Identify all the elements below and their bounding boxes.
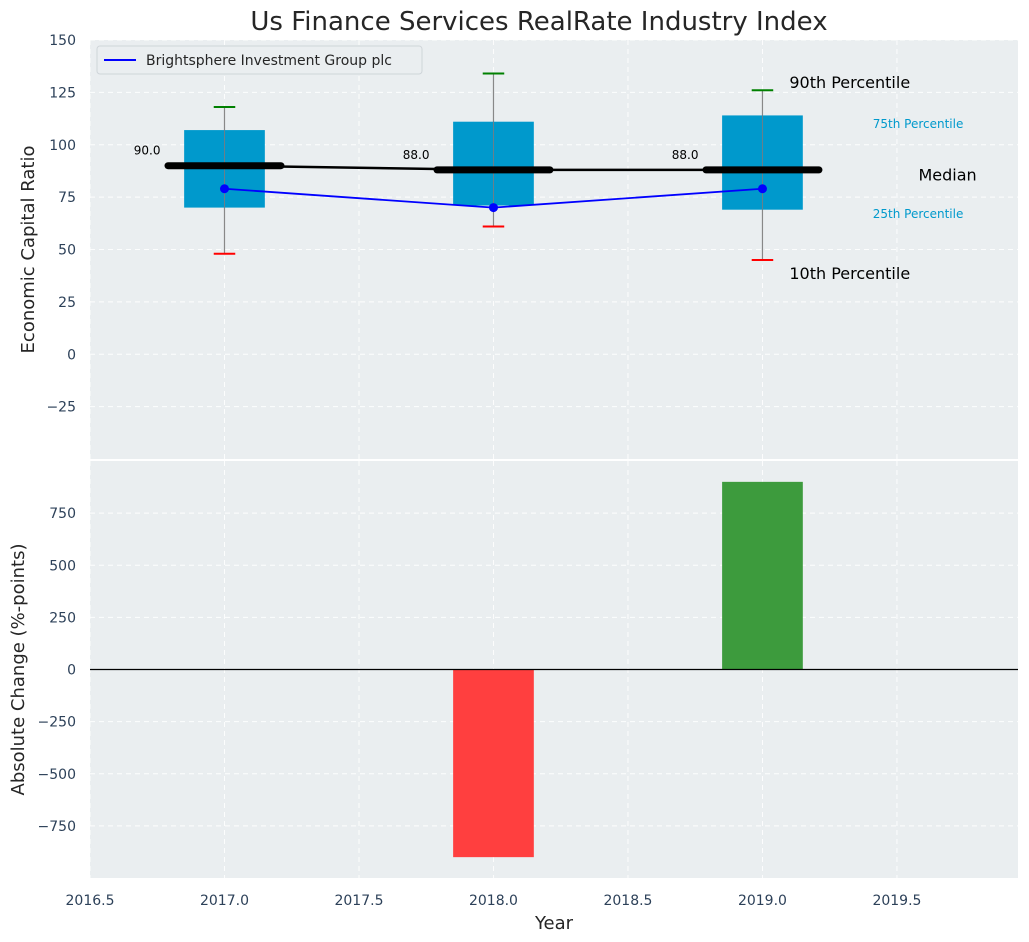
bottom-y-tick-label: 250 [49, 610, 76, 626]
median-value-label: 90.0 [134, 144, 161, 158]
top-panel: −25 0 25 50 75 100 125 150 90.0 88.0 88.0 90th Pe… [18, 33, 1018, 459]
p10-annotation: 10th Percentile [789, 264, 910, 283]
bottom-y-tick-label: −750 [38, 819, 76, 835]
legend-box [96, 45, 423, 75]
company-series-point [757, 184, 767, 194]
bottom-panel: −750 −500 −250 0 250 500 750 2016.5 2017.0 2017.… [8, 461, 1018, 934]
top-y-tick-label: 75 [58, 190, 76, 206]
bottom-y-tick-label: 500 [49, 558, 76, 574]
x-tick-label: 2018.0 [469, 893, 518, 909]
legend-entry-label: Brightsphere Investment Group plc [146, 53, 392, 69]
top-y-tick-label: 150 [49, 33, 76, 49]
change-bar [722, 481, 803, 670]
p75-annotation: 75th Percentile [873, 117, 964, 131]
top-y-tick-label: 0 [67, 347, 76, 363]
bar-group [90, 481, 1018, 858]
company-series-point [219, 184, 229, 194]
x-tick-label: 2018.5 [603, 893, 652, 909]
top-y-tick-label: −25 [46, 400, 76, 416]
bottom-y-tick-label: −250 [38, 715, 76, 731]
box-group: 90.0 88.0 88.0 [134, 72, 823, 261]
median-value-label: 88.0 [403, 148, 430, 162]
bottom-y-axis-label: Absolute Change (%-points) [8, 544, 29, 796]
company-series-point [488, 203, 498, 213]
top-y-tick-label: 25 [58, 295, 76, 311]
top-y-ticks: −25 0 25 50 75 100 125 150 [46, 33, 76, 416]
top-y-tick-label: 125 [49, 85, 76, 101]
chart-title: Us Finance Services RealRate Industry In… [250, 7, 827, 37]
p25-annotation: 25th Percentile [873, 207, 964, 221]
percentile-annotations: 90th Percentile 75th Percentile Median 25th… [789, 73, 976, 283]
x-tick-label: 2019.0 [738, 893, 787, 909]
bottom-y-tick-label: 750 [49, 506, 76, 522]
top-y-axis-label: Economic Capital Ratio [18, 146, 39, 354]
x-tick-label: 2016.5 [66, 893, 115, 909]
p90-annotation: 90th Percentile [789, 73, 910, 92]
bottom-y-ticks: −750 −500 −250 0 250 500 750 [38, 506, 76, 835]
change-bar [453, 669, 534, 858]
top-y-tick-label: 100 [49, 138, 76, 154]
x-tick-label: 2017.0 [200, 893, 249, 909]
median-annotation: Median [918, 165, 976, 184]
x-tick-label: 2017.5 [334, 893, 383, 909]
bottom-y-tick-label: 0 [67, 663, 76, 679]
top-y-tick-label: 50 [58, 243, 76, 259]
x-tick-label: 2019.5 [872, 893, 921, 909]
bottom-y-tick-label: −500 [38, 767, 76, 783]
legend: Brightsphere Investment Group plc [96, 45, 423, 75]
median-value-label: 88.0 [672, 148, 699, 162]
x-ticks: 2016.5 2017.0 2017.5 2018.0 2018.5 2019.0 2019… [66, 893, 922, 909]
x-axis-label: Year [534, 913, 574, 934]
